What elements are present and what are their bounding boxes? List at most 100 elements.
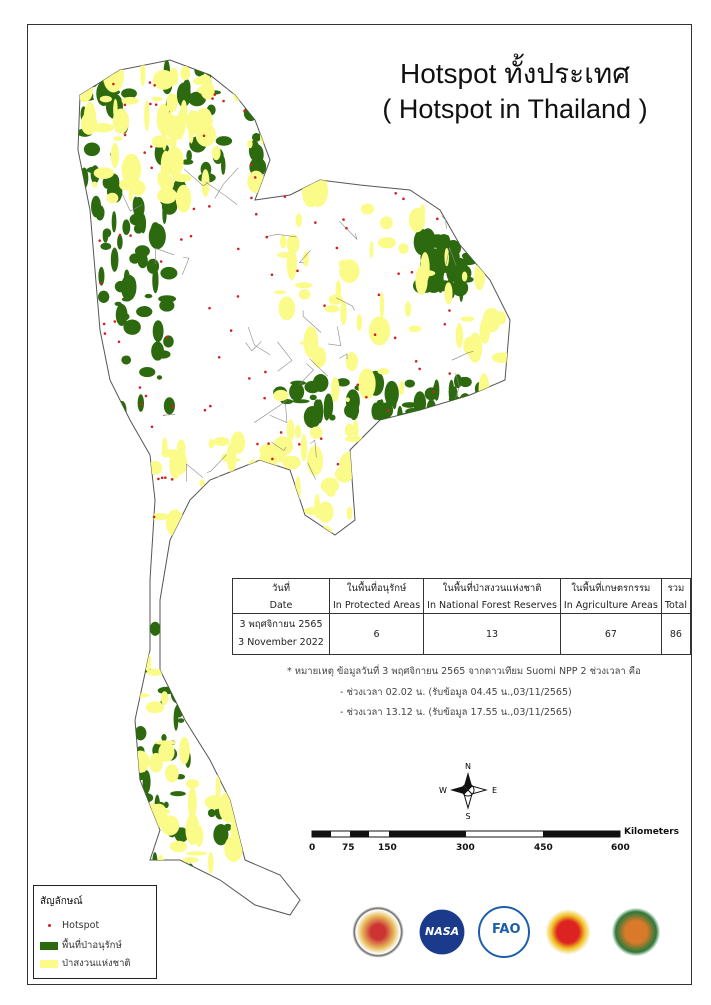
map-area [207,851,214,875]
map-area [224,835,243,862]
hotspot-point [431,390,435,393]
map-area [461,256,477,266]
map-area [397,405,403,430]
map-area [468,400,476,416]
hotspot-point [250,196,253,200]
hotspot-point [393,336,397,340]
header-th: ในพื้นที่ป่าสงวนแห่งชาติ [423,578,561,598]
map-area [160,691,169,705]
hotspot-point [123,133,127,137]
hotspot-point [170,478,174,481]
province-boundary [299,363,314,385]
map-area [215,713,228,735]
map-area [194,64,206,77]
map-area [232,797,246,810]
map-area [211,644,219,663]
hotspot-point [148,81,152,84]
hotspot-point [436,217,439,221]
fao-logo: FAO [478,906,530,958]
hotspot-point [203,408,207,412]
hotspot-point [112,82,115,86]
province-boundary [271,441,287,452]
map-area [163,864,176,874]
map-area [133,692,150,698]
map-area [183,653,199,663]
map-area [226,457,241,462]
province-boundary [336,297,355,311]
province-boundary [339,220,358,240]
map-area [210,723,232,753]
map-area [208,439,215,449]
map-area [215,65,231,79]
compass-n: N [465,762,471,771]
map-area [329,414,336,421]
hotspot-point [150,425,154,429]
map-area [259,129,265,145]
map-area [236,526,244,536]
hotspot-point [254,212,258,216]
scale-bar [311,830,621,838]
map-area [372,408,389,421]
header-en: In National Forest Reserves [423,598,561,614]
map-area [146,668,164,677]
hotspot-point [345,226,348,230]
hotspot-point [377,293,381,297]
map-area [186,661,207,686]
map-area [83,101,97,135]
map-area [106,192,119,204]
province-boundary [121,192,143,212]
header-th: รวม [660,578,692,598]
map-area [160,815,180,836]
hotspot-point [263,396,266,400]
map-area [201,169,210,198]
province-boundary [206,454,227,473]
map-area [134,725,147,741]
map-area [248,86,261,95]
map-area [252,103,258,111]
thailand-outline [77,59,511,916]
nasa-logo: NASA [416,906,468,958]
date-en: 3 November 2022 [238,637,324,648]
map-area [215,136,233,146]
scale-tick: 600 [611,843,630,853]
map-area [189,643,202,661]
map-area [146,258,160,274]
map-area [110,247,119,272]
province-boundary [277,341,293,372]
map-area [455,323,464,349]
legend-item-protected: พื้นที่ป่าอนุรักษ์ [40,938,122,953]
scale-tick: 75 [342,843,355,853]
map-area [211,618,222,635]
map-area [335,280,342,299]
map-area [184,603,191,635]
hotspot-point [314,221,317,224]
hotspot-point [202,134,206,138]
map-area [239,687,257,718]
map-area [408,325,422,333]
hotspot-point [192,207,196,211]
map-area [163,335,174,348]
province-boundary [205,181,238,205]
map-area [110,142,120,169]
hotspot-point [267,442,270,445]
map-area [195,107,213,135]
map-area [358,368,376,400]
hotspot-point [118,233,122,237]
map-area [83,142,101,157]
map-area [259,443,279,457]
map-area [151,96,163,102]
map-area [303,250,309,267]
map-area [377,368,390,375]
hotspot-point [98,239,102,242]
map-area [188,91,206,107]
map-area [369,241,374,259]
map-area [496,311,507,325]
map-area [444,282,453,305]
legend: สัญลักษณ์ Hotspot พื้นที่ป่าอนุรักษ์ ป่า… [33,885,157,979]
map-area [251,132,262,142]
hotspot-point [256,442,259,446]
map-area [161,733,167,742]
hotspot-point [356,383,360,387]
province-boundary [468,509,485,521]
